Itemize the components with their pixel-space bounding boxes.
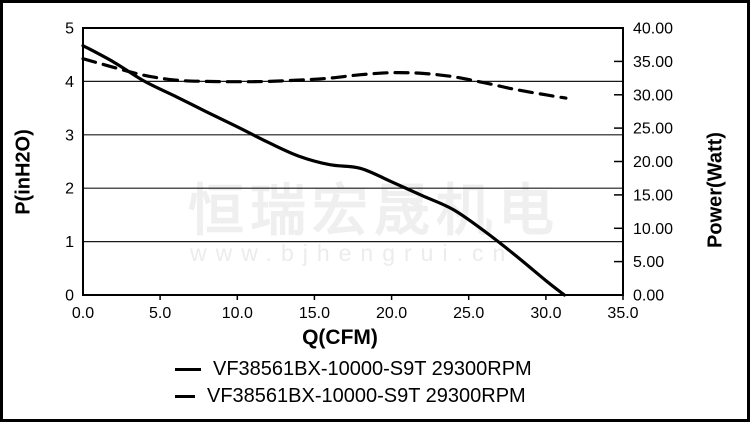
y-left-tick-label: 0 [65,288,74,305]
y-left-tick-label: 2 [65,181,74,198]
y-right-tick-label: 40.00 [633,21,673,38]
x-tick-label: 25.0 [453,305,484,322]
dashed-line-swatch [175,395,195,398]
series-curve-pressure [81,44,566,297]
x-tick-label: 35.0 [607,305,638,322]
y-right-tick-label: 35.00 [633,54,673,71]
legend-label-pressure: VF38561BX-10000-S9T 29300RPM [213,358,532,380]
y-left-tick-labels: 0 1 2 3 4 5 [65,21,74,305]
gridlines [83,80,623,243]
y-right-tick-label: 15.00 [633,187,673,204]
solid-line-swatch [175,368,201,371]
x-tick-label: 20.0 [376,305,407,322]
x-tick-label: 30.0 [530,305,561,322]
legend-label-power: VF38561BX-10000-S9T 29300RPM [207,385,526,407]
series-curve-power [81,57,568,100]
legend-item-pressure: VF38561BX-10000-S9T 29300RPM [175,356,532,383]
x-ticks [159,295,624,300]
legend: VF38561BX-10000-S9T 29300RPM VF38561BX-1… [175,356,532,410]
y-left-tick-label: 5 [65,21,74,38]
y-right-tick-label: 30.00 [633,87,673,104]
y-right-tick-label: 10.00 [633,221,673,238]
x-tick-label: 0.0 [72,305,94,322]
x-tick-label: 5.0 [149,305,171,322]
x-tick-label: 10.0 [222,305,253,322]
y-right-tick-label: 20.00 [633,154,673,171]
y-right-tick-label: 5.00 [633,254,664,271]
left-axis-title: P(inH2O) [12,129,35,215]
y-left-tick-label: 3 [65,127,74,144]
y-right-tick-labels: 0.00 5.00 10.00 15.00 20.00 25.00 30.00 35.00 40… [633,21,673,305]
watermark-text: 恒瑞宏晟机电 [188,179,560,242]
y-right-tick-label: 25.00 [633,121,673,138]
y-right-ticks [614,60,623,263]
x-axis-title: Q(CFM) [302,326,378,349]
legend-item-power: VF38561BX-10000-S9T 29300RPM [175,383,532,410]
y-right-tick-label: 0.00 [633,288,664,305]
watermark-url: www.bjhengrui.cn [190,240,515,266]
y-left-tick-label: 1 [65,234,74,251]
right-axis-title: Power(Watt) [704,132,727,248]
plot-border [82,27,624,296]
y-left-tick-label: 4 [65,74,74,91]
x-tick-labels: 0.0 5.0 10.0 15.0 20.0 25.0 30.0 35.0 [72,305,639,322]
x-tick-label: 15.0 [299,305,330,322]
